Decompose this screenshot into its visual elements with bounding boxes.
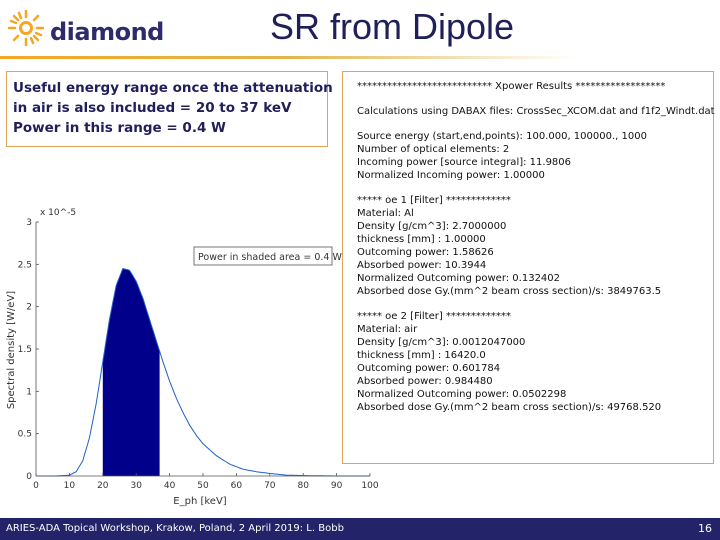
x-tick-label: 10 (64, 481, 76, 491)
results-line: Source energy (start,end,points): 100.00… (357, 131, 647, 142)
y-tick-label: 0.5 (18, 430, 32, 440)
xpower-results-panel: *************************** Xpower Resul… (342, 71, 715, 464)
diamond-logo: diamond (8, 8, 164, 48)
results-line: Outcoming power: 0.601784 (357, 363, 501, 374)
annotation-box (193, 246, 333, 266)
results-line: Number of optical elements: 2 (357, 144, 510, 155)
footer-bar: ARIES-ADA Topical Workshop, Krakow, Pola… (0, 518, 720, 540)
y-tick-label: 1 (26, 387, 32, 397)
results-line: Density [g/cm^3]: 2.7000000 (357, 221, 507, 232)
x-tick-label: 40 (164, 481, 176, 491)
results-line: Material: air (357, 324, 418, 335)
note-line: Power in this range = 0.4 W (13, 120, 226, 136)
results-line: Incoming power [source integral]: 11.980… (357, 157, 572, 168)
header-divider (0, 56, 720, 59)
results-line: *************************** Xpower Resul… (357, 81, 666, 92)
y-tick-label: 3 (26, 218, 32, 228)
results-line: ***** oe 1 [Filter] ************* (357, 195, 511, 206)
x-axis-label: E_ph [keV] (173, 496, 227, 507)
x-tick-label: 100 (361, 481, 378, 491)
spectral-density-chart: 0 10 20 30 40 50 60 70 80 90 100 0 0.5 1 1.5 2 2.5 3 x 10… (0, 200, 380, 530)
note-line: in air is also included = 20 to 37 keV (13, 100, 292, 116)
y-axis-label: Spectral density [W/eV] (6, 291, 17, 409)
results-line: ***** oe 2 [Filter] ************* (357, 311, 511, 322)
x-tick-label: 70 (264, 481, 276, 491)
results-spacer (357, 118, 707, 130)
results-line: Normalized Incoming power: 1.00000 (357, 170, 545, 181)
x-tick-label: 20 (97, 481, 109, 491)
x-tick-label: 90 (331, 481, 343, 491)
logo-text: diamond (50, 18, 164, 46)
results-line: Normalized Outcoming power: 0.0502298 (357, 389, 567, 400)
x-tick-label: 60 (231, 481, 243, 491)
x-tick-label: 0 (33, 481, 39, 491)
results-line: Absorbed power: 10.3944 (357, 260, 487, 271)
note-line: Useful energy range once the attenuation (13, 80, 333, 96)
energy-range-note: Useful energy range once the attenuation… (6, 71, 333, 147)
x-tick-label: 50 (197, 481, 209, 491)
footer-text: ARIES-ADA Topical Workshop, Krakow, Pola… (6, 523, 344, 534)
results-line: Material: Al (357, 208, 414, 219)
y-tick-label: 1.5 (18, 345, 32, 355)
x-tick-label: 80 (297, 481, 309, 491)
shaded-area (102, 268, 160, 476)
x-tick-label: 30 (130, 481, 142, 491)
results-line: Outcoming power: 1.58626 (357, 247, 494, 258)
y-tick-label: 2.5 (18, 260, 32, 270)
results-line: Density [g/cm^3]: 0.0012047000 (357, 337, 526, 348)
chart-annotation: Power in shaded area = 0.4 W (198, 252, 342, 263)
y-tick-label: 0 (26, 472, 32, 482)
results-spacer (357, 182, 707, 194)
results-line: Normalized Outcoming power: 0.132402 (357, 273, 561, 284)
results-line: thickness [mm] : 16420.0 (357, 350, 486, 361)
sunburst-logo-icon (8, 10, 44, 46)
y-scale-label: x 10^-5 (40, 208, 76, 218)
results-spacer (357, 93, 707, 105)
y-tick-label: 2 (26, 303, 32, 313)
results-line: thickness [mm] : 1.00000 (357, 234, 486, 245)
results-spacer (357, 298, 707, 310)
slide-title: SR from Dipole (270, 6, 515, 47)
results-line: Absorbed power: 0.984480 (357, 376, 493, 387)
results-line: Absorbed dose Gy.(mm^2 beam cross sectio… (357, 402, 662, 413)
results-line: Calculations using DABAX files: CrossSec… (357, 106, 715, 117)
results-line: Absorbed dose Gy.(mm^2 beam cross sectio… (357, 286, 662, 297)
page-number: 16 (698, 522, 712, 535)
